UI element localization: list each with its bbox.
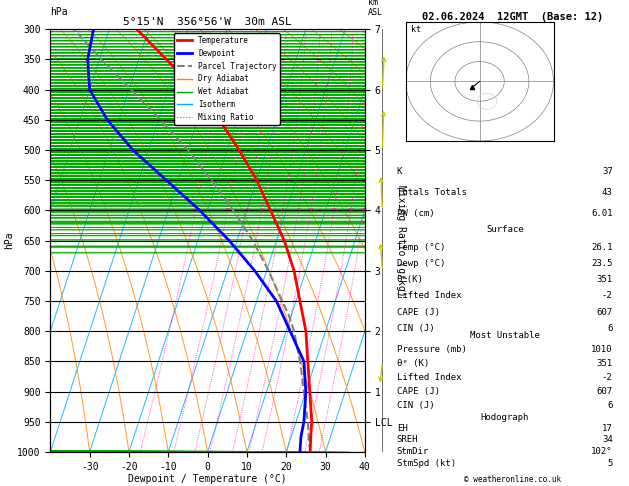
Text: 43: 43 (602, 188, 613, 197)
Text: 02.06.2024  12GMT  (Base: 12): 02.06.2024 12GMT (Base: 12) (422, 12, 603, 22)
Text: 102°: 102° (591, 447, 613, 456)
Text: 1010: 1010 (591, 346, 613, 354)
Text: StmDir: StmDir (397, 447, 429, 456)
Text: StmSpd (kt): StmSpd (kt) (397, 459, 456, 468)
Text: Surface: Surface (486, 226, 523, 234)
X-axis label: Dewpoint / Temperature (°C): Dewpoint / Temperature (°C) (128, 474, 287, 485)
Text: 1: 1 (194, 208, 198, 213)
Text: 6: 6 (281, 208, 284, 213)
Text: 34: 34 (602, 435, 613, 444)
Text: 607: 607 (596, 387, 613, 396)
Text: 6: 6 (608, 401, 613, 410)
Text: θᵉ(K): θᵉ(K) (397, 275, 424, 284)
Text: Lifted Index: Lifted Index (397, 373, 461, 382)
Y-axis label: hPa: hPa (4, 232, 14, 249)
Y-axis label: Mixing Ratio (g/kg): Mixing Ratio (g/kg) (396, 185, 406, 296)
Text: 5: 5 (608, 459, 613, 468)
Legend: Temperature, Dewpoint, Parcel Trajectory, Dry Adiabat, Wet Adiabat, Isotherm, Mi: Temperature, Dewpoint, Parcel Trajectory… (174, 33, 280, 125)
Text: 6: 6 (608, 324, 613, 333)
Text: Most Unstable: Most Unstable (470, 331, 540, 340)
Text: SREH: SREH (397, 435, 418, 444)
Text: K: K (397, 167, 402, 176)
Text: Totals Totals: Totals Totals (397, 188, 467, 197)
Text: 351: 351 (596, 359, 613, 368)
Text: θᵉ (K): θᵉ (K) (397, 359, 429, 368)
Text: 607: 607 (596, 308, 613, 316)
Text: Dewp (°C): Dewp (°C) (397, 259, 445, 268)
Text: CIN (J): CIN (J) (397, 401, 435, 410)
Text: 6.01: 6.01 (591, 209, 613, 218)
Text: CIN (J): CIN (J) (397, 324, 435, 333)
Text: Pressure (mb): Pressure (mb) (397, 346, 467, 354)
Text: 15: 15 (330, 208, 338, 213)
Text: hPa: hPa (50, 7, 68, 17)
Text: 2: 2 (226, 208, 230, 213)
Text: kt: kt (411, 25, 421, 34)
Text: Lifted Index: Lifted Index (397, 291, 461, 300)
Text: EH: EH (397, 423, 408, 433)
Text: 3: 3 (245, 208, 249, 213)
Text: 17: 17 (602, 423, 613, 433)
Text: 25: 25 (360, 208, 368, 213)
Text: 37: 37 (602, 167, 613, 176)
Text: © weatheronline.co.uk: © weatheronline.co.uk (464, 474, 561, 484)
Text: 26.1: 26.1 (591, 243, 613, 252)
Text: 8: 8 (296, 208, 300, 213)
Text: 20: 20 (347, 208, 355, 213)
Text: Temp (°C): Temp (°C) (397, 243, 445, 252)
Text: 10: 10 (307, 208, 314, 213)
Text: -2: -2 (602, 291, 613, 300)
Text: PW (cm): PW (cm) (397, 209, 435, 218)
Text: 23.5: 23.5 (591, 259, 613, 268)
Title: 5°15'N  356°56'W  30m ASL: 5°15'N 356°56'W 30m ASL (123, 17, 292, 27)
Text: 351: 351 (596, 275, 613, 284)
Text: 4: 4 (260, 208, 264, 213)
Text: km
ASL: km ASL (368, 0, 383, 17)
Text: CAPE (J): CAPE (J) (397, 387, 440, 396)
Text: -2: -2 (602, 373, 613, 382)
Text: Hodograph: Hodograph (481, 413, 529, 422)
Text: CAPE (J): CAPE (J) (397, 308, 440, 316)
